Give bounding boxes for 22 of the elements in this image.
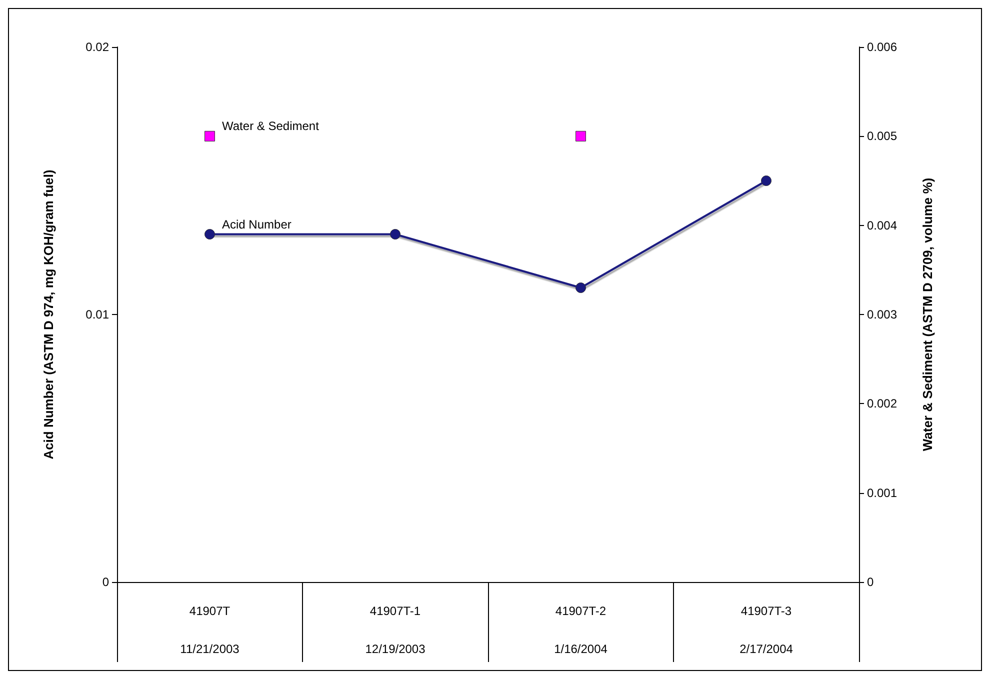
point	[390, 229, 400, 240]
category-label: 41907T-1 12/19/2003	[365, 604, 426, 656]
y2-tick-label: 0.005	[867, 129, 898, 144]
point	[761, 176, 772, 186]
category-label: 41907T-2 1/16/2004	[554, 604, 608, 656]
point	[576, 282, 586, 293]
y2-tick-label: 0.003	[867, 308, 898, 322]
y-tick-label: 0.01	[86, 308, 110, 322]
y-tick-label: 0.02	[86, 40, 110, 54]
y-tick-label: 0	[102, 575, 110, 589]
y2-tick-label: 0.004	[867, 218, 898, 232]
point	[204, 229, 215, 240]
y2-tick-label: 0.001	[867, 486, 898, 500]
series-label: Water & Sediment	[222, 119, 320, 134]
series-label: Acid Number	[222, 217, 292, 232]
category-label: 41907T 11/21/2003	[180, 604, 240, 656]
y2-tick-label: 0.006	[867, 40, 898, 54]
y-axis-title: Acid Number (ASTM D 974, mg KOH/gram fuel)	[41, 170, 56, 460]
y2-tick-label: 0	[867, 575, 874, 589]
y2-tick-label: 0.002	[867, 396, 898, 411]
category-label: 41907T-3 2/17/2004	[740, 604, 793, 656]
y2-axis-title: Water & Sediment (ASTM D 2709, volume %)	[920, 178, 935, 452]
